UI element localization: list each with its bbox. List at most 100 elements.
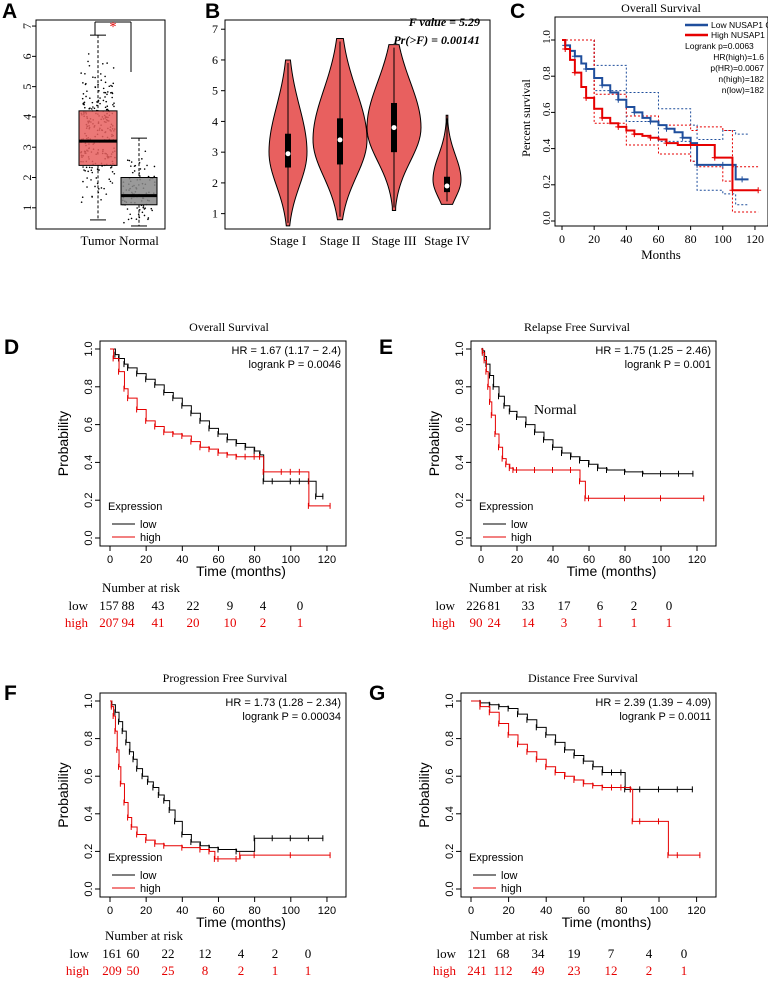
a-point [95,177,98,179]
c-xtick-label: 80 [685,232,697,246]
c-ytick-label: 0.6 [541,102,553,116]
km-risk-title: Number at risk [105,928,183,943]
category-tumor: Tumor [81,233,117,248]
a-point [84,170,86,172]
a-point [147,218,149,221]
km-xtick-label: 100 [652,554,670,566]
km-legend-title: Expression [108,852,162,864]
km-xtick-label: 0 [107,905,113,917]
a-point [108,178,111,181]
panel-f-letter: F [4,682,17,705]
a-point [92,106,94,108]
c-ci-lower [562,39,749,206]
km-legend-high: high [511,532,532,544]
km-risk-low-label: low [437,946,457,961]
a-point [103,187,105,190]
a-point [111,182,114,184]
km-risk-high-value: 25 [162,963,175,978]
km-xtick-label: 20 [140,554,152,566]
km-ytick-label: 0.2 [444,844,456,859]
a-point [100,79,103,81]
a-point [88,166,91,169]
a-point [89,97,91,99]
panel-a-y-axis: 1 2 3 4 5 6 7 [20,23,36,211]
stat-nlow: n(low)=182 [722,85,765,95]
panel-e-letter: E [379,336,393,359]
km-xtick-label: 60 [583,554,595,566]
a-point [100,198,102,201]
km-legend-high: high [501,883,522,895]
km-xtick-label: 120 [688,554,706,566]
km-ylabel: Probability [426,411,442,476]
a-ytick-label: 2 [20,175,34,181]
km-xtick-label: 20 [502,905,514,917]
panel-c-axes: 0.0 0.2 0.4 0.6 0.8 1.0 0 20 40 60 80 100 120 [541,30,764,246]
km-risk-low-value: 9 [227,598,234,613]
km-risk-low-value: 4 [260,598,267,613]
a-point [91,171,94,174]
km-xtick-label: 80 [619,554,631,566]
a-point [91,101,94,104]
km-legend-low: low [140,870,157,882]
c-censor-mark [679,134,686,141]
km-ylabel: Probability [55,411,71,476]
c-ytick-label: 0.2 [541,175,553,189]
c-xtick-label: 40 [620,232,632,246]
c-xtick-label: 20 [588,232,600,246]
km-risk-high-value: 41 [152,615,165,630]
km-xtick-label: 100 [650,905,668,917]
a-point [85,95,87,98]
a-point [103,91,105,94]
pr-value: Pr(>F) = 0.00141 [393,33,480,47]
km-legend-high: high [140,883,161,895]
c-censor-mark [615,96,622,103]
km-risk-low-value: 60 [127,946,140,961]
c-censor-mark [694,161,701,168]
km-title: Overall Survival [189,320,269,334]
a-point [133,170,136,172]
a-point [129,213,131,216]
a-point [153,175,156,178]
a-box-tumor [78,110,118,166]
panel-g-letter: G [369,682,385,705]
panel-a-boxes [78,34,158,227]
km-legend-low: low [501,870,518,882]
km-risk-high-value: 1 [681,963,688,978]
km-risk-high-value: 20 [187,615,200,630]
km-xtick-label: 120 [318,554,336,566]
a-point [93,107,96,110]
km-frame [99,692,347,898]
panel-f: F Progression Free Survival 0.0 0.2 0.4 0.6 0.… [4,671,347,978]
km-title: Progression Free Survival [163,671,288,685]
a-point [90,169,93,171]
c-censor-mark [647,134,654,141]
km-risk-high-value: 1 [272,963,279,978]
a-point [81,196,84,199]
km-ytick-label: 0.4 [83,806,95,821]
c-censor-mark [599,82,606,89]
km-risk-low-value: 157 [99,598,119,613]
km-curve-high [110,348,331,507]
km-risk-high-value: 90 [470,615,483,630]
km-risk-high-value: 12 [605,963,618,978]
a-point [106,91,109,93]
b-median-dot [391,125,397,131]
a-point [82,82,84,84]
c-censor-mark [615,123,622,130]
a-point [147,217,150,219]
km-risk-high-value: 1 [305,963,312,978]
panel-c-title: Overall Survival [621,1,701,15]
a-point [91,196,93,198]
a-point [130,217,133,220]
km-risk-low-value: 17 [558,598,572,613]
km-xlabel: Time (months) [562,914,652,930]
a-ytick-label: 1 [20,205,34,211]
a-point [82,102,85,105]
b-ytick-label: 5 [212,84,218,98]
a-point [130,161,133,163]
km-ytick-label: 0.6 [454,417,466,432]
b-ytick-label: 3 [212,145,218,159]
a-point [94,185,96,188]
km-risk-high-value: 1 [597,615,604,630]
a-point [94,86,97,89]
